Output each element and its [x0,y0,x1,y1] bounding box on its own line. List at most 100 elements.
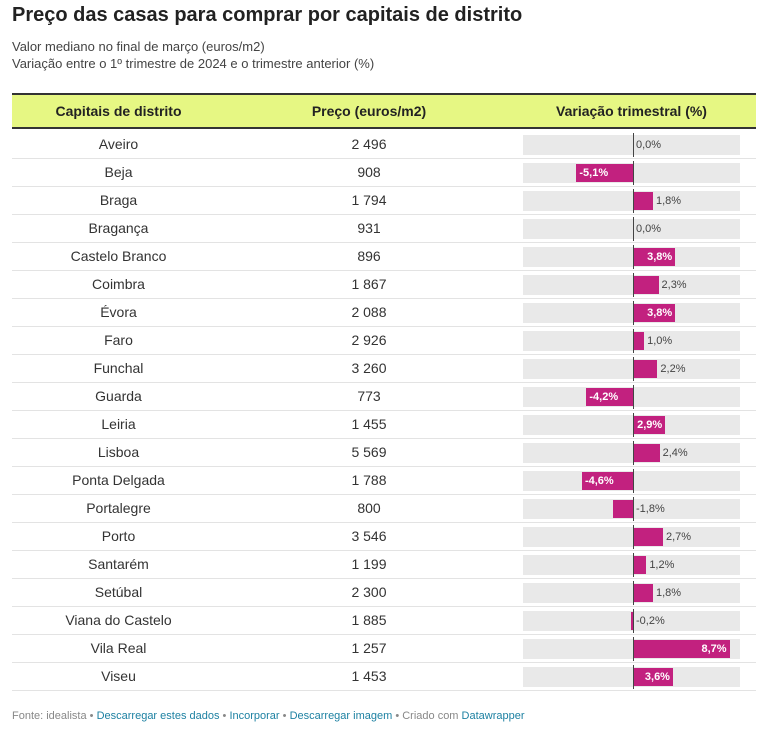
zero-line [633,609,634,633]
table-row: Coimbra 1 867 2,3% [12,271,756,299]
cell-city: Porto [101,528,136,544]
cell-city: Viseu [101,668,136,684]
cell-price: 2 088 [351,304,387,320]
variation-bar-track: -0,2% [523,609,740,633]
cell-city: Guarda [95,388,142,404]
cell-price: 2 496 [351,136,387,152]
variation-bar [576,164,633,182]
datawrapper-link[interactable]: Datawrapper [461,710,525,722]
variation-bar-track: 8,7% [523,637,740,661]
zero-line [633,385,634,409]
zero-line [633,301,634,325]
embed-link[interactable]: Incorporar [229,710,280,722]
cell-price: 3 546 [351,528,387,544]
cell-city: Beja [104,164,133,180]
zero-line [633,441,634,465]
variation-label: -0,2% [636,615,665,627]
variation-label: 0,0% [636,223,662,235]
header-variation[interactable]: Variação trimestral (%) [556,103,707,119]
variation-label: 1,8% [655,195,682,207]
zero-line [633,217,634,241]
table-row: Portalegre 800 -1,8% [12,495,756,523]
cell-city: Leiria [101,416,136,432]
cell-city: Castelo Branco [70,248,167,264]
cell-city: Bragança [88,220,149,236]
variation-bar [633,528,663,546]
zero-line [633,189,634,213]
variation-bar [633,584,653,602]
table-row: Lisboa 5 569 2,4% [12,439,756,467]
table-row: Setúbal 2 300 1,8% [12,579,756,607]
variation-bar [633,416,666,434]
zero-line [633,161,634,185]
zero-line [633,329,634,353]
variation-bar-track: 2,9% [523,413,740,437]
variation-bar-track: -1,8% [523,497,740,521]
variation-label: 8,7% [701,643,727,655]
variation-bar [633,248,676,266]
cell-city: Setúbal [94,584,143,600]
chart-title: Preço das casas para comprar por capitai… [12,4,523,26]
zero-line [633,637,634,661]
zero-line [633,525,634,549]
table-row: Castelo Branco 896 3,8% [12,243,756,271]
variation-bar [630,612,633,630]
variation-bar-track: 2,7% [523,525,740,549]
cell-city: Évora [100,304,137,320]
variation-label: 2,7% [665,531,692,543]
cell-city: Ponta Delgada [72,472,165,488]
variation-bar [633,192,653,210]
footer-separator: • [86,710,97,722]
variation-label: 1,0% [647,335,673,347]
variation-label: 2,9% [637,419,663,431]
footer-separator: • [219,710,230,722]
subtitle-variation: Variação entre o 1º trimestre de 2024 e … [12,56,375,71]
variation-bar-track: -5,1% [523,161,740,185]
zero-line [633,273,634,297]
cell-price: 1 455 [351,416,387,432]
variation-bar-track: 0,0% [523,217,740,241]
variation-bar-track: 3,6% [523,665,740,689]
cell-price: 1 453 [351,668,387,684]
variation-bar [633,668,673,686]
variation-label: -5,1% [579,167,609,179]
table-row: Vila Real 1 257 8,7% [12,635,756,663]
variation-bar [586,388,633,406]
footer-created: Criado com [402,710,459,722]
variation-bar-track: 1,8% [523,189,740,213]
table-header: Capitais de distrito Preço (euros/m2) Va… [12,93,756,129]
cell-city: Faro [104,332,133,348]
cell-price: 3 260 [351,360,387,376]
variation-bar-track: 1,2% [523,553,740,577]
table-row: Ponta Delgada 1 788 -4,6% [12,467,756,495]
cell-price: 931 [357,220,381,236]
header-price[interactable]: Preço (euros/m2) [311,103,427,119]
cell-price: 2 926 [351,332,387,348]
zero-line [633,357,634,381]
download-data-link[interactable]: Descarregar estes dados [96,710,220,722]
variation-label: 3,8% [647,307,673,319]
header-city[interactable]: Capitais de distrito [55,103,182,119]
variation-bar-track: 2,2% [523,357,740,381]
table-row: Santarém 1 199 1,2% [12,551,756,579]
cell-city: Lisboa [97,444,140,460]
variation-bar [633,332,645,350]
table-row: Évora 2 088 3,8% [12,299,756,327]
variation-label: 1,8% [655,587,682,599]
download-image-link[interactable]: Descarregar imagem [289,710,393,722]
variation-label: 0,0% [636,139,662,151]
variation-label: -1,8% [636,503,665,515]
variation-bar-track: 2,4% [523,441,740,465]
variation-bar [633,304,676,322]
zero-line [633,133,634,157]
variation-bar-track: 0,0% [523,133,740,157]
zero-line [633,469,634,493]
variation-label: -4,2% [589,391,619,403]
table-row: Guarda 773 -4,2% [12,383,756,411]
subtitle-value: Valor mediano no final de março (euros/m… [12,39,265,54]
variation-bar-track: 2,3% [523,273,740,297]
table-row: Viseu 1 453 3,6% [12,663,756,691]
cell-city: Viana do Castelo [65,612,172,628]
variation-label: 2,3% [661,279,687,291]
cell-city: Santarém [88,556,149,572]
